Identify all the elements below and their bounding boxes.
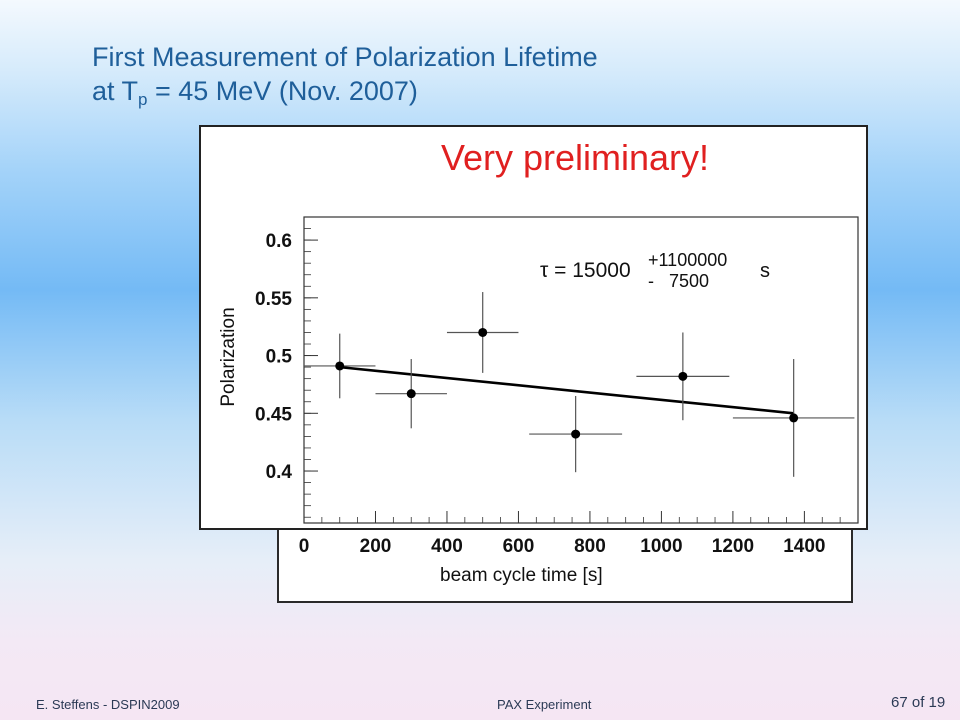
slide-title-line2-suffix: = 45 MeV (Nov. 2007) — [147, 76, 418, 106]
tau-value: = 15000 — [548, 259, 630, 282]
fit-annotation: τ = 15000 +1100000 - 7500 s — [540, 250, 770, 291]
slide-title-line2-prefix: at T — [92, 76, 139, 106]
x-tick-label: 600 — [503, 536, 535, 557]
plot-frame — [303, 216, 859, 524]
preliminary-banner: Very preliminary! — [441, 137, 709, 178]
y-tick-label: 0.4 — [266, 462, 293, 483]
data-point — [678, 371, 688, 381]
y-axis-label: Polarization — [218, 307, 239, 406]
data-point — [571, 429, 581, 439]
slide-title: First Measurement of Polarization Lifeti… — [92, 40, 598, 117]
y-tick-label: 0.5 — [266, 347, 293, 368]
x-tick-label: 800 — [574, 536, 606, 557]
footer-title: PAX Experiment — [497, 697, 592, 712]
x-tick-label: 1200 — [712, 536, 754, 557]
y-tick-label: 0.55 — [255, 289, 292, 310]
tau-lower-error: - 7500 — [648, 271, 709, 291]
data-point — [789, 413, 799, 423]
footer-author: E. Steffens - DSPIN2009 — [36, 697, 180, 712]
x-tick-label: 1000 — [640, 536, 682, 557]
page-number: 67 of 19 — [891, 694, 946, 711]
plot-panel — [199, 125, 868, 530]
data-point — [335, 361, 345, 371]
tau-upper-error: +1100000 — [648, 250, 727, 270]
x-tick-label: 1400 — [783, 536, 825, 557]
data-point — [478, 327, 488, 337]
x-axis-label: beam cycle time [s] — [440, 565, 603, 586]
x-tick-label: 200 — [360, 536, 392, 557]
slide-title-line2-subscript: p — [138, 90, 148, 109]
y-tick-label: 0.6 — [266, 231, 292, 252]
tau-unit: s — [760, 260, 770, 282]
data-point — [406, 389, 416, 399]
x-tick-label: 400 — [431, 536, 463, 557]
slide-title-line1: First Measurement of Polarization Lifeti… — [92, 42, 598, 72]
x-tick-label: 0 — [299, 536, 310, 557]
svg-text:τ = 15000: τ = 15000 — [540, 259, 631, 282]
tau-symbol: τ — [540, 259, 549, 282]
fit-line — [339, 365, 794, 415]
y-tick-label: 0.45 — [255, 404, 292, 425]
